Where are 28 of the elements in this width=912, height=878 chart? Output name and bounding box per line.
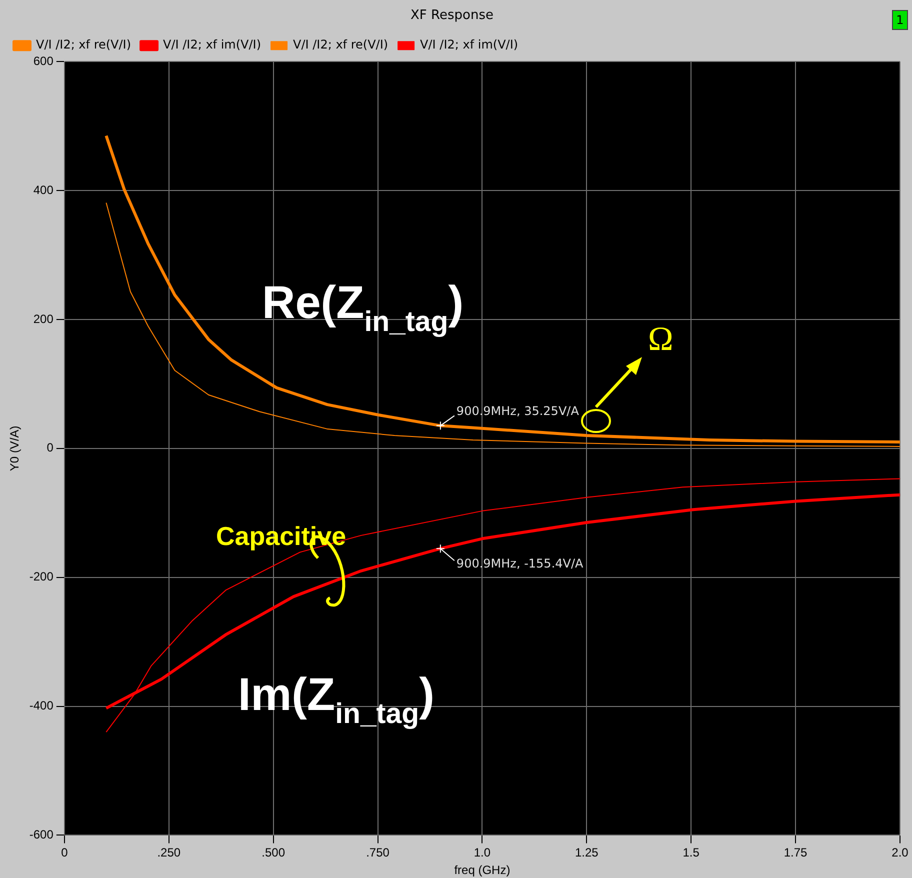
y-tick-label: 600: [33, 54, 54, 68]
legend-label: V/I /I2; xf re(V/I): [293, 38, 388, 52]
x-tick-label: .500: [262, 846, 286, 860]
y-tick-label: 200: [33, 312, 54, 326]
y-tick-label: -200: [29, 570, 54, 584]
y-tick-label: -600: [29, 828, 54, 842]
legend-label: V/I /I2; xf im(V/I): [163, 38, 262, 52]
x-tick-label: 1.75: [784, 846, 808, 860]
annotation: 900.9MHz, -155.4V/A: [456, 556, 584, 571]
x-axis-title: freq (GHz): [454, 863, 510, 878]
x-tick-label: .250: [157, 846, 181, 860]
y-tick-label: 400: [33, 182, 54, 197]
y-tick-label: -400: [29, 698, 54, 713]
y-axis-title: Y0 (V/A): [8, 426, 22, 472]
x-tick-label: 1.25: [574, 846, 599, 860]
x-tick-label: 0: [61, 846, 68, 860]
y-tick-label: 0: [46, 440, 54, 455]
x-tick-label: 1.0: [474, 846, 491, 860]
annotation: 900.9MHz, 35.25V/A: [456, 404, 580, 418]
legend-label: V/I /I2; xf im(V/I): [420, 38, 518, 52]
annotation: Capacitive: [216, 521, 346, 551]
legend-label: V/I /I2; xf re(V/I): [36, 38, 132, 52]
chart-title: XF Response: [410, 8, 494, 24]
text: 1: [892, 10, 908, 30]
x-tick-label: 1.5: [682, 846, 700, 860]
x-tick-label: .750: [366, 846, 390, 860]
x-tick-label: 2.0: [892, 846, 909, 860]
annotation: Ω: [648, 321, 674, 358]
